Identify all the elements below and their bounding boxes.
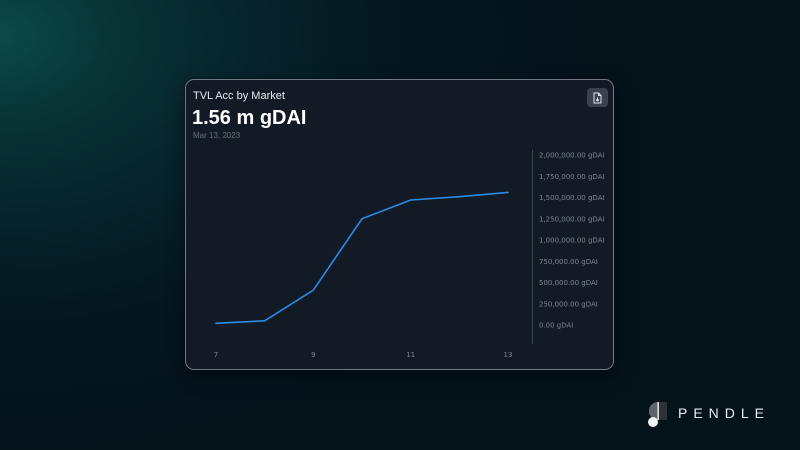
- x-tick-label: 9: [311, 351, 315, 359]
- pendle-logo-icon: [648, 402, 667, 427]
- brand-name: PENDLE: [678, 405, 771, 421]
- x-tick-label: 11: [406, 351, 415, 359]
- x-tick-label: 13: [504, 351, 513, 359]
- y-tick-label: 0.00 gDAI: [539, 322, 573, 330]
- card-title: TVL Acc by Market: [193, 90, 285, 102]
- y-tick-label: 2,000,000.00 gDAI: [539, 152, 605, 160]
- y-axis-ticks: 0.00 gDAI 250,000.00 gDAI 500,000.00 gDAI 7…: [539, 152, 605, 330]
- tvl-chart-card: TVL Acc by Market 1.56 m gDAI Mar 13, 20…: [185, 79, 614, 370]
- pendle-brand: PENDLE: [646, 400, 786, 430]
- export-file-icon: [593, 92, 602, 103]
- y-tick-label: 1,500,000.00 gDAI: [539, 194, 605, 202]
- tvl-series-line: [215, 191, 509, 325]
- export-button[interactable]: [587, 88, 608, 107]
- x-axis-ticks: 7 9 11 13: [214, 351, 513, 359]
- y-tick-label: 250,000.00 gDAI: [539, 300, 598, 308]
- tvl-line-chart: 0.00 gDAI 250,000.00 gDAI 500,000.00 gDAI 7…: [214, 150, 605, 359]
- y-tick-label: 500,000.00 gDAI: [539, 279, 598, 287]
- y-tick-label: 1,000,000.00 gDAI: [539, 237, 605, 245]
- y-tick-label: 750,000.00 gDAI: [539, 258, 598, 266]
- y-tick-label: 1,250,000.00 gDAI: [539, 215, 605, 223]
- tvl-date: Mar 13, 2023: [193, 131, 241, 140]
- x-tick-label: 7: [214, 351, 218, 359]
- y-tick-label: 1,750,000.00 gDAI: [539, 173, 605, 181]
- tvl-value: 1.56 m gDAI: [192, 107, 307, 129]
